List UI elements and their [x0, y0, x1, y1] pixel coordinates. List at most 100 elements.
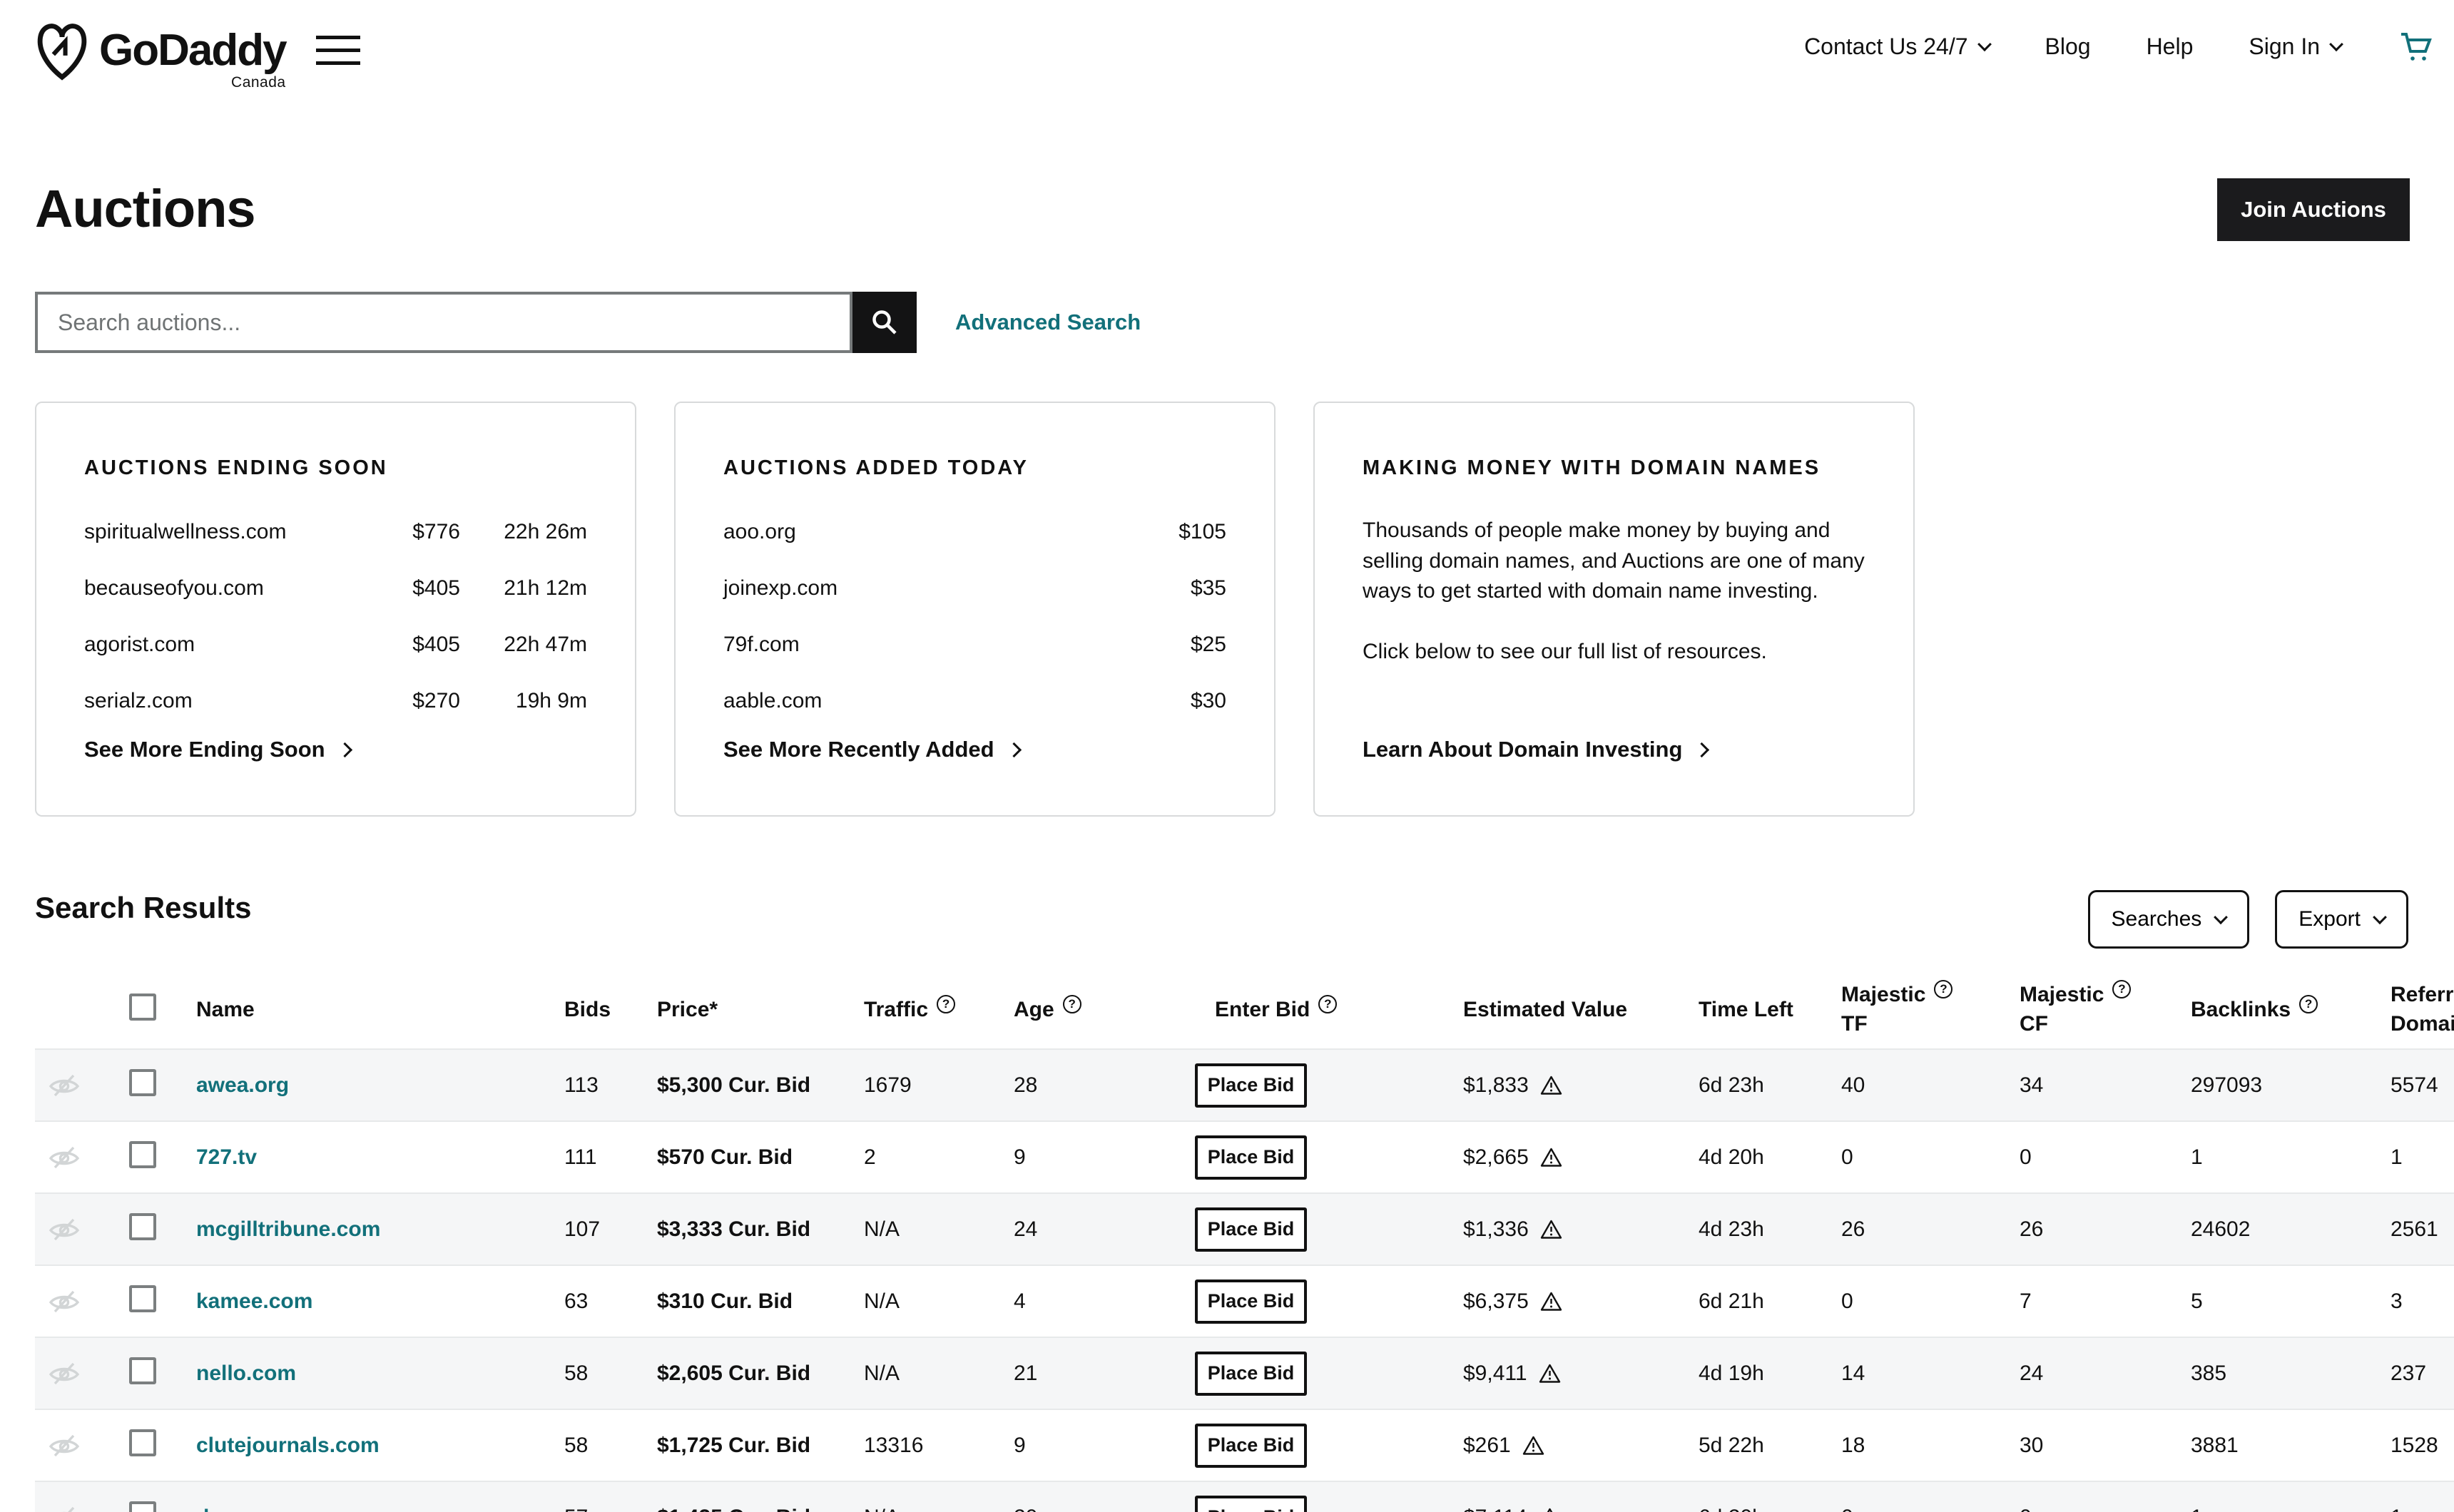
place-bid-button[interactable]: Place Bid	[1195, 1063, 1307, 1108]
learn-domain-investing-link[interactable]: Learn About Domain Investing	[1363, 737, 1710, 762]
age-value: 28	[1014, 1073, 1038, 1097]
place-bid-button[interactable]: Place Bid	[1195, 1207, 1307, 1252]
question-info-icon[interactable]: ?	[1934, 980, 1953, 999]
warning-triangle-icon[interactable]	[1540, 1291, 1562, 1312]
added-today-row: 79f.com $25	[723, 633, 1226, 657]
question-info-icon[interactable]: ?	[1062, 994, 1081, 1013]
learn-domain-investing-label: Learn About Domain Investing	[1363, 737, 1683, 762]
column-header-bids: Bids	[549, 998, 641, 1022]
nav-blog[interactable]: Blog	[2045, 34, 2091, 60]
bids-value: 111	[564, 1145, 597, 1169]
search-results-title: Search Results	[35, 891, 252, 924]
time-left-value: 5d 22h	[1699, 1433, 1764, 1457]
join-auctions-button[interactable]: Join Auctions	[2217, 178, 2410, 241]
table-row: kamee.com 63 $310 Cur. Bid N/A 4 Place B…	[35, 1265, 2454, 1337]
warning-triangle-icon[interactable]	[1539, 1507, 1561, 1512]
search-input[interactable]	[38, 295, 850, 350]
warning-triangle-icon[interactable]	[1522, 1435, 1544, 1456]
eye-off-watch-icon[interactable]	[47, 1143, 81, 1173]
domain-link[interactable]: nello.com	[196, 1361, 297, 1385]
brand-name: GoDaddy	[99, 26, 287, 75]
place-bid-button[interactable]: Place Bid	[1195, 1351, 1307, 1396]
row-checkbox[interactable]	[129, 1429, 156, 1456]
nav-sign-in[interactable]: Sign In	[2249, 34, 2343, 60]
chevron-down-icon	[1977, 37, 1992, 52]
searches-dropdown-button[interactable]: Searches	[2087, 890, 2250, 949]
searches-dropdown-label: Searches	[2111, 907, 2202, 931]
warning-triangle-icon[interactable]	[1540, 1147, 1562, 1168]
row-checkbox[interactable]	[129, 1212, 156, 1240]
column-label: Price*	[657, 997, 718, 1021]
auction-domain-name: aable.com	[723, 689, 823, 712]
eye-off-watch-icon[interactable]	[47, 1071, 81, 1100]
domain-link[interactable]: 727.tv	[196, 1145, 258, 1169]
time-left-value: 6d 20h	[1683, 1506, 1826, 1512]
question-info-icon[interactable]: ?	[2112, 980, 2132, 999]
advanced-search-link[interactable]: Advanced Search	[955, 310, 1141, 334]
eye-off-watch-icon[interactable]	[47, 1359, 81, 1389]
row-checkbox[interactable]	[129, 1501, 156, 1512]
place-bid-button[interactable]: Place Bid	[1195, 1279, 1307, 1324]
hamburger-menu-icon[interactable]	[316, 36, 360, 65]
auction-time-left: 22h 26m	[504, 520, 587, 543]
row-checkbox[interactable]	[129, 1357, 156, 1384]
added-today-row: aable.com $30	[723, 689, 1226, 713]
page-title: Auctions	[35, 179, 256, 238]
see-more-ending-soon-link[interactable]: See More Ending Soon	[84, 737, 352, 762]
majestic-tf-value: 0	[1841, 1289, 1853, 1313]
godaddy-logo[interactable]: GoDaddy Canada	[35, 19, 287, 91]
majestic-tf-value: 0	[1841, 1145, 1853, 1169]
ending-soon-rows: spiritualwellness.com $776 22h 26m becau…	[84, 520, 587, 713]
select-all-checkbox[interactable]	[129, 993, 156, 1021]
place-bid-button[interactable]: Place Bid	[1195, 1135, 1307, 1180]
eye-off-watch-icon[interactable]	[47, 1503, 81, 1512]
nav-contact-us[interactable]: Contact Us 24/7	[1804, 34, 1992, 60]
row-checkbox[interactable]	[129, 1140, 156, 1168]
eye-off-watch-icon[interactable]	[47, 1431, 81, 1461]
domain-link[interactable]: mcgilltribune.com	[196, 1217, 381, 1241]
column-header-price: Price*	[641, 998, 848, 1022]
nav-help[interactable]: Help	[2147, 34, 2194, 60]
question-info-icon[interactable]: ?	[1318, 994, 1338, 1013]
domain-link[interactable]: kamee.com	[196, 1289, 313, 1313]
column-header-backlinks: Backlinks?	[2175, 994, 2375, 1022]
age-value: 4	[1014, 1289, 1026, 1313]
auction-price: $25	[1190, 633, 1226, 656]
warning-triangle-icon[interactable]	[1540, 1219, 1562, 1240]
column-label: Enter Bid	[1215, 997, 1310, 1021]
price-value: $1,425 Cur. Bid	[641, 1506, 848, 1512]
estimated-value: $1,336	[1463, 1217, 1529, 1241]
search-icon	[872, 310, 897, 334]
column-header-majestic-cf: Majestic? CF	[2004, 980, 2175, 1038]
time-left-value: 6d 23h	[1699, 1073, 1764, 1097]
price-value: $3,333 Cur. Bid	[657, 1217, 811, 1241]
referring-domains-value: 2561	[2391, 1217, 2438, 1241]
export-dropdown-button[interactable]: Export	[2275, 890, 2408, 949]
table-row: nello.com 58 $2,605 Cur. Bid N/A 21 Plac…	[35, 1337, 2454, 1409]
domain-link[interactable]: clutejournals.com	[196, 1433, 380, 1457]
referring-domains-value: 1	[2375, 1506, 2454, 1512]
domain-link[interactable]: dnom.com	[196, 1506, 305, 1512]
age-value: 9	[1014, 1145, 1026, 1169]
nav-blog-label: Blog	[2045, 33, 2091, 59]
column-label: Bids	[564, 997, 611, 1021]
cart-button[interactable]	[2397, 27, 2434, 66]
auction-price: $270	[412, 689, 460, 712]
warning-triangle-icon[interactable]	[1540, 1075, 1562, 1095]
eye-off-watch-icon[interactable]	[47, 1215, 81, 1245]
row-checkbox[interactable]	[129, 1068, 156, 1096]
place-bid-button[interactable]: Place Bid	[1195, 1423, 1307, 1468]
column-header-enter-bid: Enter Bid?	[1183, 994, 1447, 1022]
row-checkbox[interactable]	[129, 1284, 156, 1312]
see-more-recently-added-link[interactable]: See More Recently Added	[723, 737, 1022, 762]
price-value: $1,725 Cur. Bid	[657, 1433, 811, 1457]
column-label: Time Left	[1699, 997, 1793, 1021]
domain-link[interactable]: awea.org	[196, 1073, 290, 1097]
question-info-icon[interactable]: ?	[937, 994, 956, 1013]
question-info-icon[interactable]: ?	[2299, 994, 2318, 1013]
eye-off-watch-icon[interactable]	[47, 1287, 81, 1317]
place-bid-button[interactable]: Place Bid	[1195, 1495, 1307, 1512]
ending-soon-row: becauseofyou.com $405 21h 12m	[84, 576, 587, 601]
warning-triangle-icon[interactable]	[1539, 1363, 1561, 1384]
search-button[interactable]	[852, 292, 917, 353]
